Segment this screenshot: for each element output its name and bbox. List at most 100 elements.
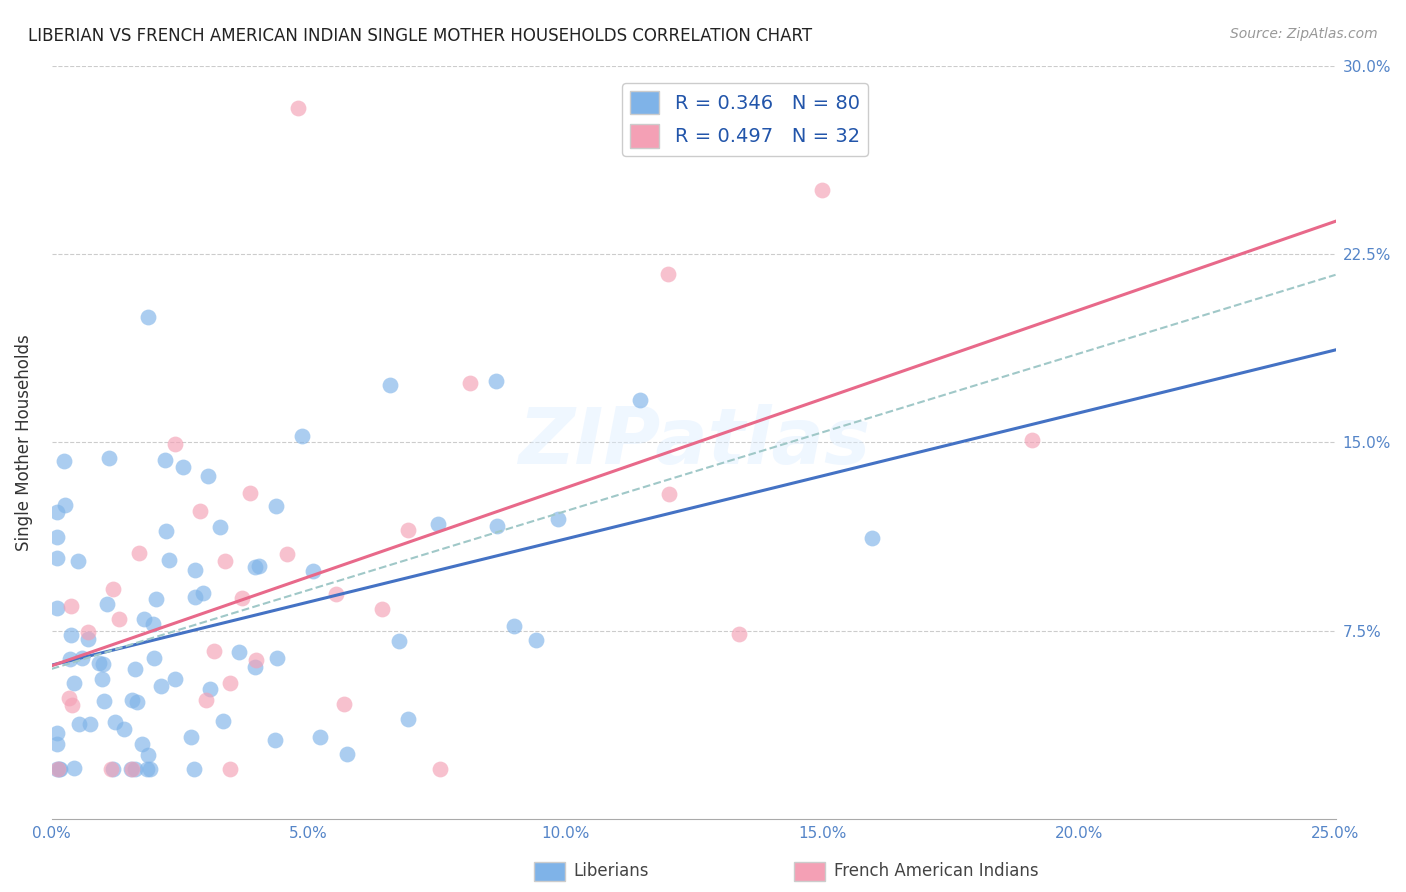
Point [276,548,298,562]
Point [52,454,75,468]
Point [228,645,250,659]
Y-axis label: Single Mother Households: Single Mother Households [15,334,32,551]
Point [131,737,153,751]
Point [188,504,211,518]
Point [100,762,122,776]
Point [91,657,114,671]
Point [191,585,214,599]
Point [657,267,679,281]
Point [810,183,832,197]
Point [63,675,86,690]
Point [97,450,120,465]
Point [45,505,67,519]
Point [486,518,509,533]
Point [183,762,205,776]
Point [524,632,547,647]
Point [396,524,419,538]
Point [157,553,180,567]
Legend: R = 0.346   N = 80, R = 0.497   N = 32: R = 0.346 N = 80, R = 0.497 N = 32 [623,83,868,155]
Point [387,633,409,648]
Point [195,692,218,706]
Point [219,762,242,776]
Text: French American Indians: French American Indians [834,863,1039,880]
Point [59,628,82,642]
Point [1021,433,1043,447]
Point [378,377,401,392]
Point [239,486,262,500]
Point [155,453,177,467]
Point [63,761,86,775]
Point [58,690,80,705]
Point [45,737,67,751]
Text: Liberians: Liberians [574,863,650,880]
Point [180,730,202,744]
Point [46,551,69,566]
Point [141,617,163,632]
Point [658,487,681,501]
Point [214,554,236,568]
Point [245,560,267,574]
Point [46,762,69,776]
Point [46,726,69,740]
Point [136,310,159,325]
Point [429,762,451,776]
Point [87,656,110,670]
Point [45,601,67,615]
Point [165,672,187,686]
Point [60,698,83,712]
Point [197,468,219,483]
Point [243,660,266,674]
Point [136,762,159,776]
Point [128,545,150,559]
Point [155,524,177,538]
Point [202,643,225,657]
Point [120,762,142,776]
Point [396,712,419,726]
Point [145,591,167,606]
Point [124,662,146,676]
Point [48,762,70,776]
Point [163,436,186,450]
Point [67,716,90,731]
Point [45,530,67,544]
Point [134,612,156,626]
Point [301,565,323,579]
Point [291,429,314,443]
Point [198,682,221,697]
Point [149,679,172,693]
Point [101,762,124,776]
Point [45,762,67,776]
Point [103,714,125,729]
Point [79,717,101,731]
Point [172,459,194,474]
Point [124,762,146,776]
Point [332,698,354,712]
Point [266,651,288,665]
Text: ZIPatlas: ZIPatlas [517,404,870,481]
Point [76,632,98,646]
Point [108,612,131,626]
Point [70,650,93,665]
Point [485,374,508,388]
Point [247,558,270,573]
Point [245,653,267,667]
Point [77,625,100,640]
Point [371,602,394,616]
Point [59,652,82,666]
Point [547,511,569,525]
Point [66,554,89,568]
Point [860,531,883,545]
Point [53,499,76,513]
Text: Source: ZipAtlas.com: Source: ZipAtlas.com [1230,27,1378,41]
Point [103,582,125,597]
Point [728,626,751,640]
Point [139,762,162,776]
Point [266,500,288,514]
Point [143,650,166,665]
Point [96,597,118,611]
Point [112,722,135,736]
Point [263,733,285,747]
Point [136,747,159,762]
Point [184,591,207,605]
Point [458,376,481,391]
